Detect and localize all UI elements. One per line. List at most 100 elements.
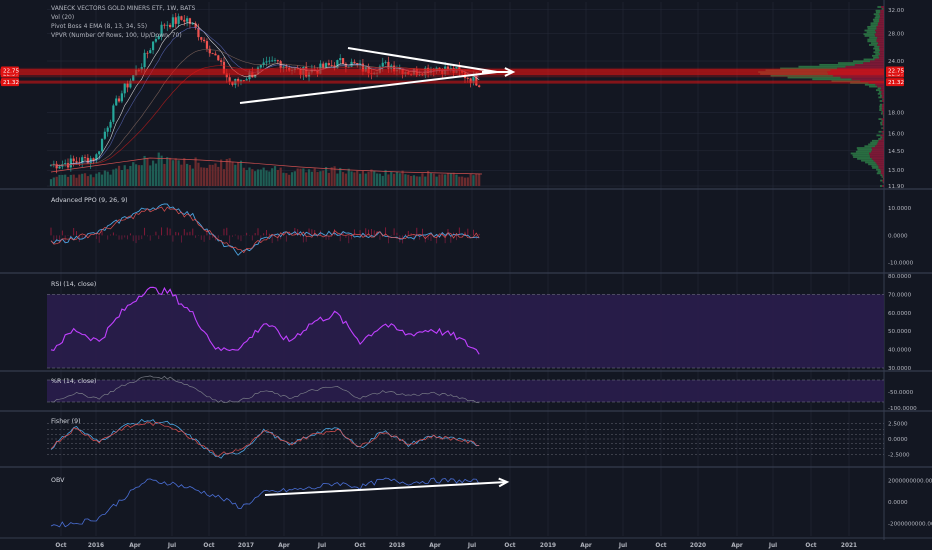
volume-bar xyxy=(463,177,467,186)
vpvr-up-row xyxy=(879,100,883,102)
volume-bar xyxy=(251,169,254,186)
rsi-tick-label: 50.0000 xyxy=(888,329,912,335)
volume-bar xyxy=(86,176,89,186)
volume-bar xyxy=(319,171,322,186)
vpvr-up-row xyxy=(876,168,881,171)
vpvr-up-row xyxy=(864,145,876,148)
candle-body xyxy=(353,61,356,64)
volume-bar xyxy=(52,177,55,186)
vpvr-up-row xyxy=(881,120,883,122)
fisher-title: Fisher (9) xyxy=(51,418,81,425)
vpvr-up-row xyxy=(878,91,882,93)
ppo-tick-label: 0.0000 xyxy=(888,233,908,239)
volume-bar xyxy=(242,167,245,186)
candle-body xyxy=(188,18,192,24)
williams-r-series xyxy=(50,375,480,404)
vpvr-down-row xyxy=(877,44,884,46)
volume-bar xyxy=(160,155,163,186)
vpvr-up-row xyxy=(873,56,880,59)
volume-bar xyxy=(429,172,433,186)
vpvr-down-row xyxy=(854,63,884,66)
volume-bar xyxy=(208,164,211,186)
fisher-tick-label: 0.0000 xyxy=(888,437,908,443)
volume-bar xyxy=(109,174,112,186)
legend-volume: Vol (20) xyxy=(51,14,74,21)
vpvr-down-row xyxy=(882,120,884,122)
volume-bar xyxy=(427,170,430,186)
vpvr-up-row xyxy=(864,35,876,37)
volume-bars xyxy=(49,152,483,186)
candle-body xyxy=(166,24,169,26)
vpvr-up-row xyxy=(787,76,841,79)
volume-bar xyxy=(120,170,123,186)
volume-bar xyxy=(143,155,146,186)
vpvr-up-row xyxy=(882,177,884,180)
candle-body xyxy=(387,61,390,69)
support-trendline xyxy=(239,71,498,104)
candle-body xyxy=(205,41,209,49)
obv-tick-label: -2000000000.0000 xyxy=(888,521,932,527)
rsi-tick-label: 30.0000 xyxy=(888,366,912,372)
vpvr-up-row xyxy=(880,179,883,182)
vpvr-up-row xyxy=(770,74,833,77)
volume-bar xyxy=(299,168,302,186)
volume-bar xyxy=(254,171,257,186)
volume-bar xyxy=(66,176,70,186)
vpvr-up-row xyxy=(870,141,878,144)
volume-bar xyxy=(149,165,152,186)
vpvr-up-row xyxy=(879,105,882,108)
price-tick-label: 28.00 xyxy=(888,32,904,38)
trend-annotations[interactable] xyxy=(239,47,516,496)
volume-bar xyxy=(81,173,84,186)
vpvr-up-row xyxy=(866,31,877,34)
candle-body xyxy=(100,138,104,152)
candle-body xyxy=(392,65,396,72)
volume-bar xyxy=(98,172,101,186)
candle-body xyxy=(81,157,84,164)
volume-bar xyxy=(395,171,399,186)
candle-body xyxy=(336,60,339,69)
candle-body xyxy=(339,58,342,61)
volume-bar xyxy=(324,166,328,186)
volume-bar xyxy=(432,173,435,186)
vpvr-down-row xyxy=(880,89,884,92)
vpvr-down-row xyxy=(877,36,884,39)
price-tick-label: 13.00 xyxy=(888,168,904,174)
vpvr-down-row xyxy=(879,49,884,52)
volume-bar xyxy=(61,174,64,186)
vpvr-up-row xyxy=(874,45,880,48)
candle-body xyxy=(180,16,183,20)
vpvr-up-row xyxy=(877,87,882,90)
wr-tick-label: -50.0000 xyxy=(888,390,914,396)
price-tick-label: 24.00 xyxy=(888,59,904,65)
price-tick-label: 18.00 xyxy=(888,110,904,116)
grid-lines xyxy=(47,2,884,536)
x-tick-label: Jul xyxy=(768,543,777,549)
volume-bar xyxy=(154,163,158,186)
vpvr-up-row xyxy=(878,118,882,121)
vpvr-down-row xyxy=(840,76,884,79)
rsi-tick-label: 80.0000 xyxy=(888,274,912,280)
vpvr-up-row xyxy=(876,134,881,137)
x-tick-label: 2016 xyxy=(88,543,104,549)
candle-body xyxy=(49,164,53,166)
volume-bar xyxy=(310,171,313,186)
candle-body xyxy=(381,62,384,67)
volume-bar xyxy=(435,176,438,186)
candle-body xyxy=(237,78,240,82)
vpvr-down-row xyxy=(881,130,884,133)
vpvr-up-row xyxy=(868,163,877,166)
candle-body xyxy=(242,80,245,81)
obv-line xyxy=(50,477,480,528)
vpvr-down-row xyxy=(881,138,884,140)
candle-body xyxy=(123,83,126,94)
volume-bar xyxy=(168,157,172,186)
vpvr-up-row xyxy=(879,109,882,111)
candle-body xyxy=(268,60,271,62)
legend-ema: Pivot Boss 4 EMA (8, 13, 34, 55) xyxy=(51,23,147,30)
vpvr-down-row xyxy=(878,139,884,142)
vpvr-up-row xyxy=(853,156,871,158)
candle-body xyxy=(106,127,109,132)
volume-bar xyxy=(418,176,421,186)
